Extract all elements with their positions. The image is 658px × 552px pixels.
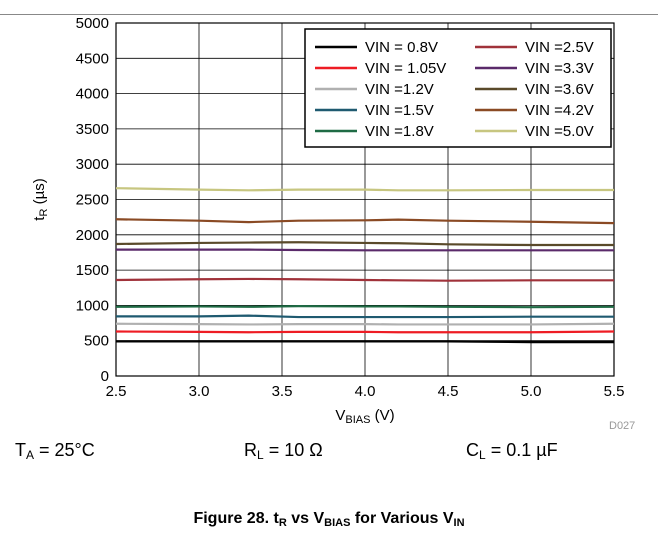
x-tick-label: 4.5: [438, 383, 459, 400]
legend-label: VIN =2.5V: [525, 39, 594, 56]
x-tick-label: 3.5: [272, 383, 293, 400]
y-axis-label: tR (µs): [31, 178, 50, 220]
x-tick-label: 5.0: [521, 383, 542, 400]
figure-id: D027: [609, 420, 636, 432]
series-line-1: [115, 330, 615, 334]
y-tick-label: 4500: [76, 50, 109, 67]
legend-label: VIN =1.8V: [365, 123, 434, 140]
legend: VIN = 0.8V VIN = 1.05V VIN =1.2V VIN =1.5V V…: [304, 28, 612, 148]
series-line-9: [115, 187, 614, 192]
x-tick-label: 5.5: [604, 383, 625, 400]
series-line-5: [115, 277, 614, 282]
series-line-0: [116, 340, 614, 344]
series-line-2: [115, 322, 615, 326]
condition-rl: RL = 10 Ω: [244, 440, 323, 462]
plot-frame: [115, 22, 615, 377]
series-line-6: [116, 248, 614, 252]
legend-label: VIN =1.5V: [365, 102, 434, 119]
chart: 0 500 1000 1500 2000 2500 3000 3500 4000 4500 5000…: [31, 15, 625, 426]
x-axis-label: VBIAS (V): [335, 407, 394, 426]
legend-label: VIN = 1.05V: [365, 60, 446, 77]
y-tick-label: 3500: [76, 121, 109, 138]
y-tick-label: 2500: [76, 192, 109, 209]
y-tick-label: 3000: [76, 156, 109, 173]
condition-cl: CL = 0.1 µF: [466, 440, 558, 462]
series-line-3: [116, 314, 614, 319]
x-tick-label: 4.0: [355, 383, 376, 400]
series-line-7: [115, 241, 614, 247]
legend-label: VIN =3.6V: [525, 81, 594, 98]
figure-caption: Figure 28. tR vs VBIAS for Various VIN: [193, 510, 465, 529]
legend-label: VIN =5.0V: [525, 123, 594, 140]
legend-label: VIN = 0.8V: [365, 39, 438, 56]
y-tick-label: 5000: [76, 15, 109, 32]
y-tick-label: 1500: [76, 262, 109, 279]
legend-label: VIN =3.3V: [525, 60, 594, 77]
y-tick-label: 4000: [76, 86, 109, 103]
legend-label: VIN =4.2V: [525, 102, 594, 119]
y-tick-label: 0: [101, 368, 109, 385]
x-tick-label: 2.5: [106, 383, 127, 400]
y-tick-label: 500: [84, 333, 109, 350]
series-line-4: [115, 305, 615, 309]
y-tick-label: 1000: [76, 297, 109, 314]
y-tick-label: 2000: [76, 227, 109, 244]
x-tick-label: 3.0: [189, 383, 210, 400]
legend-label: VIN =1.2V: [365, 81, 434, 98]
header-rule: [0, 14, 658, 15]
series-line-8: [115, 218, 615, 225]
condition-ta: TA = 25°C: [15, 440, 95, 462]
